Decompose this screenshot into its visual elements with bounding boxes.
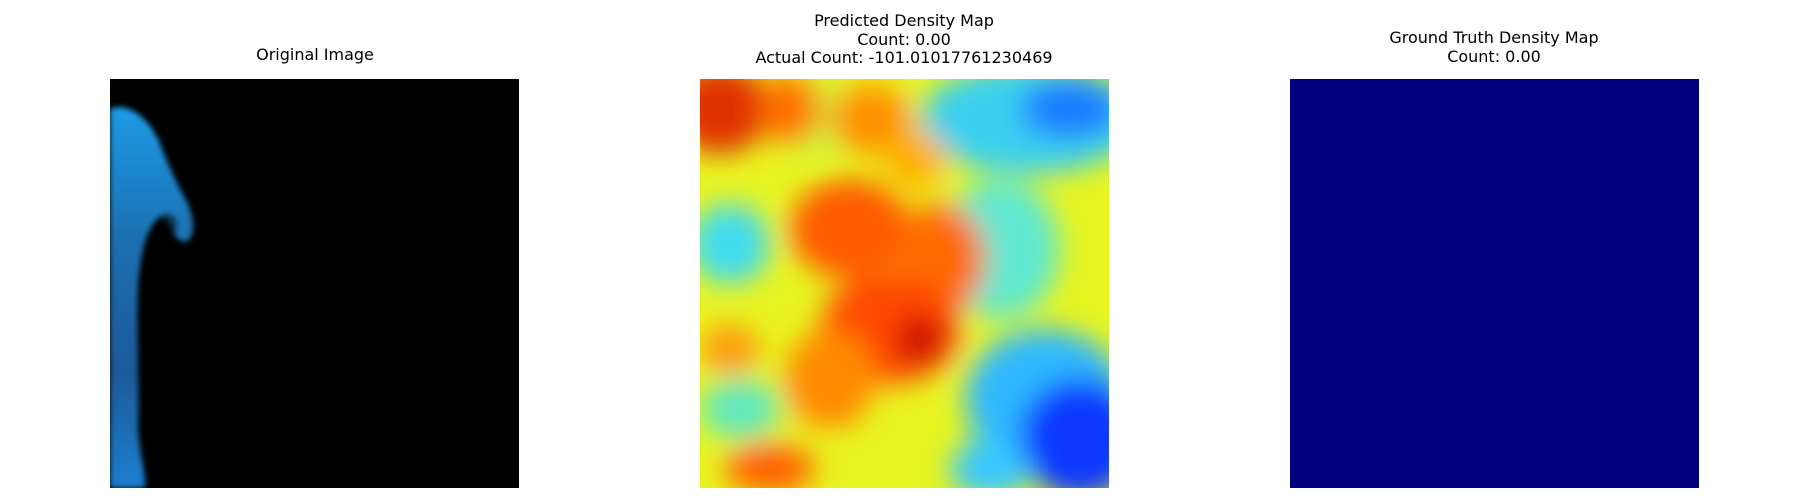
ground-truth-title: Ground Truth Density Map Count: 0.00 <box>1244 28 1744 66</box>
actual-count-label: Actual Count: -101.01017761230469 <box>755 48 1053 67</box>
predicted-count-label: Count: 0.00 <box>857 29 951 49</box>
predicted-density-title: Predicted Density Map Count: 0.00 Actual… <box>654 11 1154 68</box>
original-image <box>110 79 519 488</box>
predicted-density-title-line-1: Predicted Density Map <box>814 11 994 30</box>
original-image-title: Original Image <box>65 45 565 65</box>
ground-truth-title-line-1: Ground Truth Density Map <box>1389 28 1599 47</box>
original-image-title-line-1: Original Image <box>256 45 374 64</box>
ground-truth-count-label: Count: 0.00 <box>1447 46 1541 66</box>
predicted-density-heatmap <box>700 79 1109 488</box>
ground-truth-density-map <box>1290 79 1699 488</box>
